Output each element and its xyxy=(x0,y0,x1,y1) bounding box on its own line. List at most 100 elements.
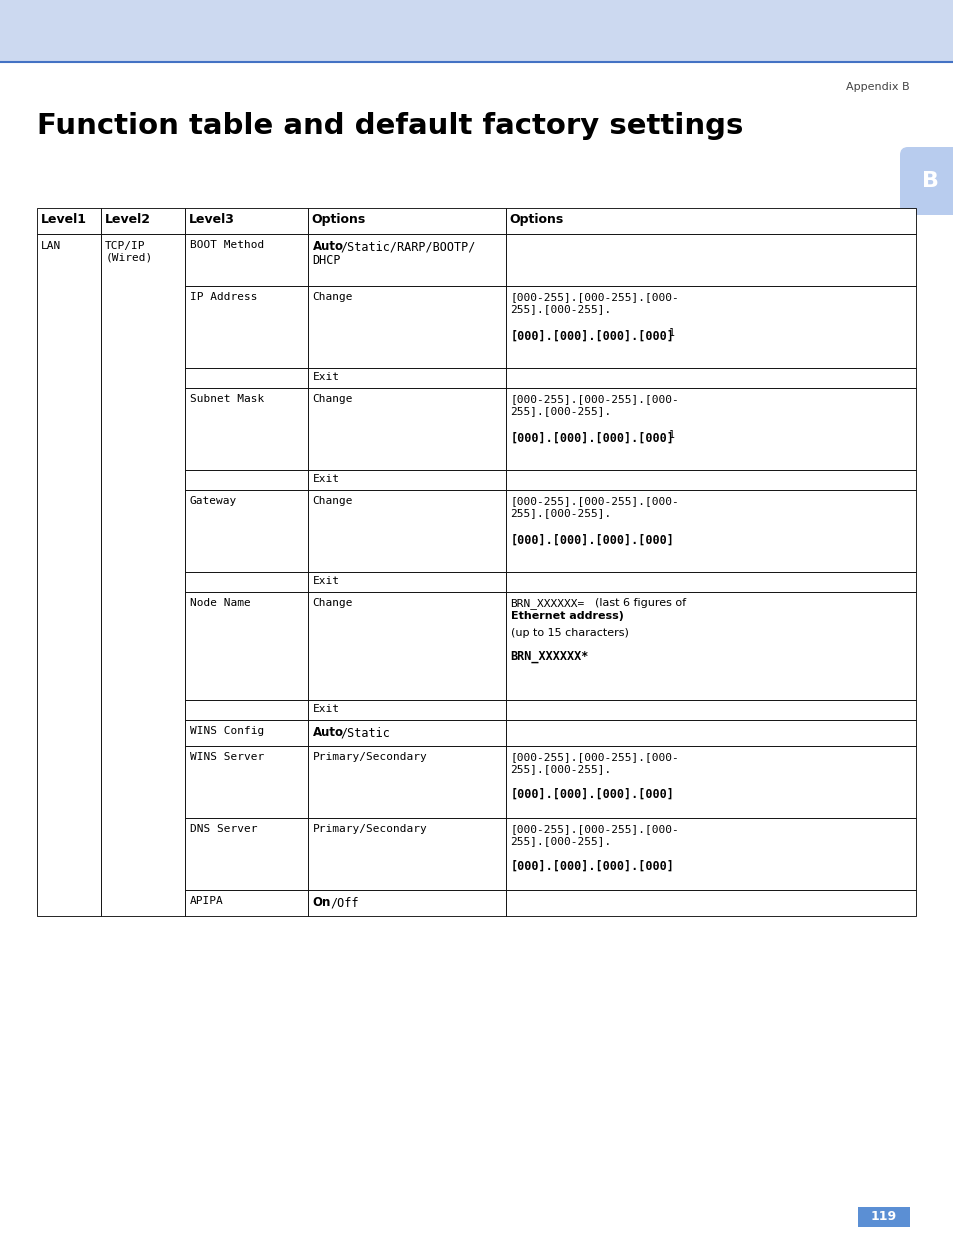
Text: Exit: Exit xyxy=(313,576,339,585)
Bar xyxy=(308,388,505,471)
Bar xyxy=(505,592,915,700)
Text: [000].[000].[000].[000]: [000].[000].[000].[000] xyxy=(510,788,674,802)
Text: [000].[000].[000].[000]: [000].[000].[000].[000] xyxy=(510,330,674,343)
Text: 255].[000-255].: 255].[000-255]. xyxy=(510,304,611,314)
Text: Exit: Exit xyxy=(313,704,339,714)
Bar xyxy=(505,287,915,368)
Text: Level3: Level3 xyxy=(189,212,234,226)
Bar xyxy=(505,471,915,490)
Text: BRN_XXXXXX=: BRN_XXXXXX= xyxy=(510,598,584,609)
Bar xyxy=(308,890,505,916)
Bar xyxy=(308,746,505,818)
Bar xyxy=(308,700,505,720)
Text: Change: Change xyxy=(313,291,353,303)
Text: DNS Server: DNS Server xyxy=(190,824,257,834)
Text: Level1: Level1 xyxy=(41,212,87,226)
Text: On: On xyxy=(313,897,331,909)
Text: 1: 1 xyxy=(668,329,674,338)
Bar xyxy=(185,700,308,720)
Bar xyxy=(37,207,101,233)
Text: 255].[000-255].: 255].[000-255]. xyxy=(510,836,611,846)
Text: WINS Server: WINS Server xyxy=(190,752,264,762)
Text: Auto: Auto xyxy=(313,240,343,253)
FancyBboxPatch shape xyxy=(899,147,953,215)
Bar xyxy=(185,818,308,890)
Text: Options: Options xyxy=(509,212,563,226)
Bar xyxy=(185,720,308,746)
Bar xyxy=(505,720,915,746)
Text: Change: Change xyxy=(313,598,353,608)
Bar xyxy=(185,490,308,572)
Text: [000-255].[000-255].[000-: [000-255].[000-255].[000- xyxy=(510,291,679,303)
Bar xyxy=(101,207,185,233)
Bar xyxy=(308,471,505,490)
Bar xyxy=(185,890,308,916)
Bar xyxy=(185,592,308,700)
Bar xyxy=(308,207,505,233)
Text: WINS Config: WINS Config xyxy=(190,726,264,736)
Text: /Off: /Off xyxy=(331,897,359,909)
Bar xyxy=(185,287,308,368)
Text: BRN_XXXXXX*: BRN_XXXXXX* xyxy=(510,650,588,663)
Text: Options: Options xyxy=(312,212,366,226)
Bar xyxy=(308,233,505,287)
Text: Gateway: Gateway xyxy=(190,496,236,506)
Text: (up to 15 characters): (up to 15 characters) xyxy=(510,629,628,638)
Bar xyxy=(0,0,953,62)
Text: Exit: Exit xyxy=(313,372,339,382)
Text: Subnet Mask: Subnet Mask xyxy=(190,394,264,404)
Text: 255].[000-255].: 255].[000-255]. xyxy=(510,508,611,517)
Bar xyxy=(308,720,505,746)
Bar xyxy=(308,490,505,572)
Text: Appendix B: Appendix B xyxy=(845,82,909,91)
Bar xyxy=(308,287,505,368)
Text: B: B xyxy=(922,170,939,191)
Text: (last 6 figures of: (last 6 figures of xyxy=(594,598,685,608)
Text: Exit: Exit xyxy=(313,474,339,484)
Text: [000-255].[000-255].[000-: [000-255].[000-255].[000- xyxy=(510,394,679,404)
Text: 1: 1 xyxy=(668,430,674,440)
Text: APIPA: APIPA xyxy=(190,897,223,906)
Bar xyxy=(857,1207,909,1228)
Text: Level2: Level2 xyxy=(105,212,151,226)
Bar xyxy=(37,233,101,916)
Text: TCP/IP: TCP/IP xyxy=(105,241,146,251)
Bar xyxy=(505,890,915,916)
Bar xyxy=(505,490,915,572)
Text: 119: 119 xyxy=(870,1210,896,1224)
Text: Auto: Auto xyxy=(313,726,343,739)
Bar xyxy=(308,368,505,388)
Text: 255].[000-255].: 255].[000-255]. xyxy=(510,764,611,774)
Text: DHCP: DHCP xyxy=(313,254,341,267)
Bar xyxy=(505,572,915,592)
Bar xyxy=(308,818,505,890)
Text: Ethernet address): Ethernet address) xyxy=(510,611,622,621)
Bar xyxy=(185,233,308,287)
Bar xyxy=(185,572,308,592)
Bar xyxy=(185,471,308,490)
Text: /Static/RARP/BOOTP/: /Static/RARP/BOOTP/ xyxy=(340,240,476,253)
Text: LAN: LAN xyxy=(41,241,61,251)
Text: Change: Change xyxy=(313,496,353,506)
Text: Node Name: Node Name xyxy=(190,598,250,608)
Bar xyxy=(505,233,915,287)
Text: Change: Change xyxy=(313,394,353,404)
Text: [000-255].[000-255].[000-: [000-255].[000-255].[000- xyxy=(510,824,679,834)
Text: /Static: /Static xyxy=(340,726,390,739)
Bar xyxy=(101,233,185,916)
Text: IP Address: IP Address xyxy=(190,291,257,303)
Bar xyxy=(505,746,915,818)
Text: Primary/Secondary: Primary/Secondary xyxy=(313,752,427,762)
Bar xyxy=(185,368,308,388)
Text: [000-255].[000-255].[000-: [000-255].[000-255].[000- xyxy=(510,496,679,506)
Text: [000-255].[000-255].[000-: [000-255].[000-255].[000- xyxy=(510,752,679,762)
Bar xyxy=(185,746,308,818)
Text: Primary/Secondary: Primary/Secondary xyxy=(313,824,427,834)
Bar xyxy=(185,388,308,471)
Bar xyxy=(505,368,915,388)
Text: Function table and default factory settings: Function table and default factory setti… xyxy=(37,112,742,140)
Text: BOOT Method: BOOT Method xyxy=(190,240,264,249)
Bar xyxy=(185,207,308,233)
Bar xyxy=(308,592,505,700)
Bar xyxy=(505,818,915,890)
